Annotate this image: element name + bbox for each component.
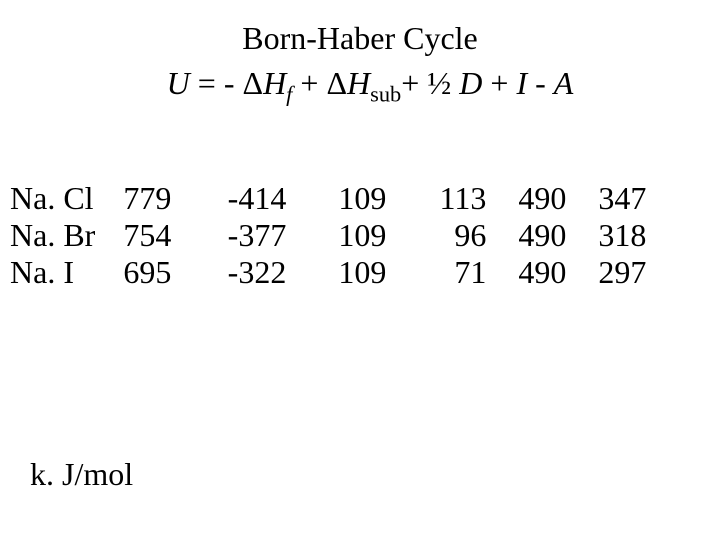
eq-A: A	[554, 65, 574, 101]
cell-dhsub: 109	[290, 254, 390, 291]
equation: U = - ΔHf + ΔHsub+ ½ D + I - A	[60, 65, 680, 107]
cell-a: 347	[570, 180, 650, 217]
cell-compound: Na. Br	[6, 217, 105, 254]
cell-a: 297	[570, 254, 650, 291]
cell-i: 490	[490, 254, 570, 291]
eq-sub-sub: sub	[370, 81, 401, 106]
eq-U: U	[167, 65, 190, 101]
eq-minus: -	[527, 65, 554, 101]
cell-halfD: 71	[390, 254, 490, 291]
cell-i: 490	[490, 217, 570, 254]
eq-I: I	[516, 65, 527, 101]
cell-halfD: 96	[390, 217, 490, 254]
eq-plus-delta: + Δ	[292, 65, 347, 101]
cell-u: 754	[105, 217, 175, 254]
cell-u: 695	[105, 254, 175, 291]
cell-compound: Na. Cl	[6, 180, 105, 217]
eq-plus-half: + ½	[401, 65, 459, 101]
table-row: Na. I 695 -322 109 71 490 297	[6, 254, 650, 291]
page-title: Born-Haber Cycle	[0, 0, 720, 57]
cell-compound: Na. I	[6, 254, 105, 291]
cell-dhf: -377	[175, 217, 290, 254]
cell-dhsub: 109	[290, 180, 390, 217]
cell-a: 318	[570, 217, 650, 254]
eq-H2: H	[347, 65, 370, 101]
data-table: Na. Cl 779 -414 109 113 490 347 Na. Br 7…	[6, 180, 650, 291]
units-label: k. J/mol	[30, 456, 133, 493]
cell-dhf: -414	[175, 180, 290, 217]
table-row: Na. Cl 779 -414 109 113 490 347	[6, 180, 650, 217]
eq-D: D	[459, 65, 482, 101]
cell-u: 779	[105, 180, 175, 217]
cell-dhsub: 109	[290, 217, 390, 254]
eq-plus2: +	[482, 65, 516, 101]
eq-eq-neg-delta: = - Δ	[190, 65, 263, 101]
cell-dhf: -322	[175, 254, 290, 291]
cell-halfD: 113	[390, 180, 490, 217]
table-row: Na. Br 754 -377 109 96 490 318	[6, 217, 650, 254]
eq-H1: H	[263, 65, 286, 101]
cell-i: 490	[490, 180, 570, 217]
